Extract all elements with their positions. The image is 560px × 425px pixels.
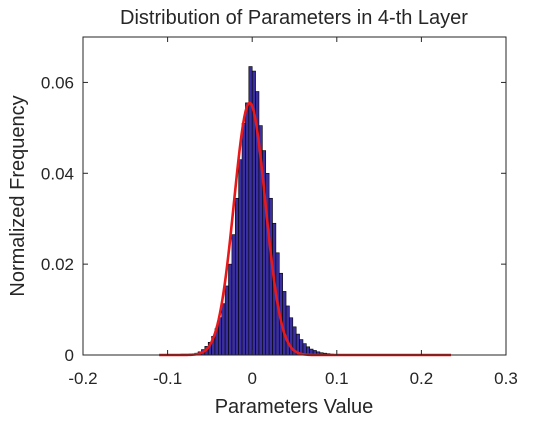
histogram-bar xyxy=(229,264,232,355)
histogram-bar xyxy=(225,286,228,355)
histogram-bar xyxy=(239,160,242,355)
y-tick-label: 0.02 xyxy=(41,255,74,274)
y-tick-label: 0 xyxy=(65,346,74,365)
histogram-bar xyxy=(269,198,272,355)
histogram-bar xyxy=(286,306,289,355)
histogram-bars xyxy=(191,67,347,355)
histogram-bar xyxy=(222,304,225,355)
x-tick-label: -0.2 xyxy=(68,369,97,388)
histogram-bar xyxy=(249,67,252,355)
histogram-bar xyxy=(235,198,238,355)
x-tick-label: -0.1 xyxy=(153,369,182,388)
x-tick-label: 0.2 xyxy=(410,369,434,388)
histogram-bar xyxy=(242,123,245,355)
y-tick-label: 0.04 xyxy=(41,164,74,183)
chart-title: Distribution of Parameters in 4-th Layer xyxy=(120,7,468,29)
y-tick-label: 0.06 xyxy=(41,73,74,92)
y-axis-label: Normalized Frequency xyxy=(7,95,29,296)
x-axis-label: Parameters Value xyxy=(215,396,374,418)
x-tick-label: 0.1 xyxy=(325,369,349,388)
histogram-bar xyxy=(283,291,286,355)
histogram-bar xyxy=(232,235,235,355)
axes-frame xyxy=(83,37,506,355)
x-tick-label: 0.3 xyxy=(494,369,518,388)
gaussian-fit-curve xyxy=(159,103,451,355)
x-tick-label: 0 xyxy=(247,369,256,388)
histogram-bar xyxy=(245,103,248,355)
